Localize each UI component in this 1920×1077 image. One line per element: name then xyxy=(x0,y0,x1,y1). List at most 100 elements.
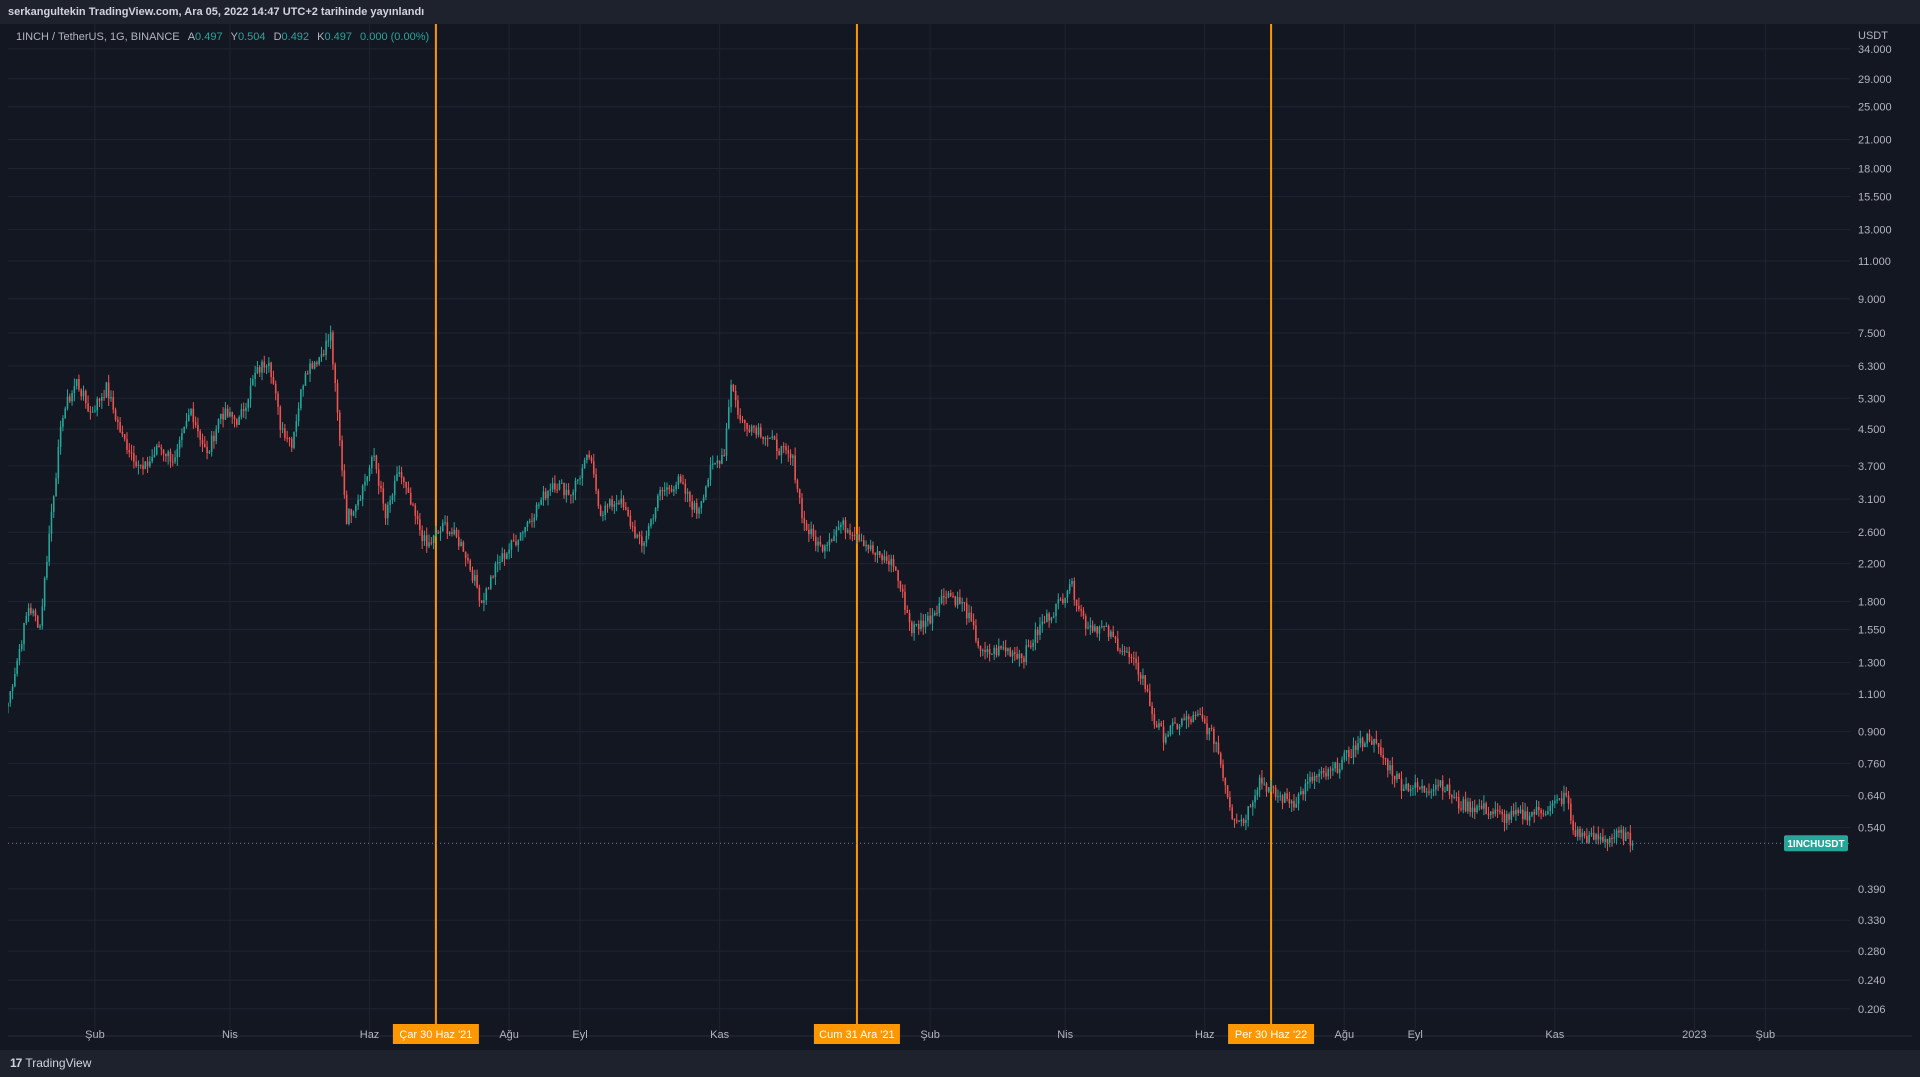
candle-body xyxy=(1300,791,1302,795)
price-tick-label: 29.000 xyxy=(1858,74,1892,86)
price-tick-label: 15.500 xyxy=(1858,192,1892,204)
candle-body xyxy=(101,397,103,401)
candle-body xyxy=(322,353,325,356)
candle-body xyxy=(336,383,339,413)
candle-body xyxy=(1386,759,1389,771)
candle-body xyxy=(565,489,568,496)
candle-body xyxy=(1345,750,1348,753)
candle-body xyxy=(849,530,851,535)
tradingview-logo[interactable]: 17 TradingView xyxy=(10,1056,91,1070)
candle-body xyxy=(1121,650,1124,652)
candle-body xyxy=(364,481,366,486)
candle-body xyxy=(89,411,92,413)
candle-body xyxy=(597,490,600,507)
candle-body xyxy=(327,340,330,342)
candle-body xyxy=(1055,603,1057,617)
candle-body xyxy=(419,519,421,531)
candle-body xyxy=(1624,832,1627,841)
candle-body xyxy=(407,487,410,493)
candle-body xyxy=(1606,839,1609,843)
candle-body xyxy=(959,597,961,604)
candle-body xyxy=(359,499,362,501)
candle-body xyxy=(625,507,627,510)
time-tick-label: Eyl xyxy=(572,1029,587,1041)
candle-body xyxy=(1384,758,1387,760)
candle-body xyxy=(652,518,655,520)
candle-body xyxy=(874,552,877,556)
candle-body xyxy=(1295,803,1298,808)
candle-body xyxy=(1549,805,1552,812)
marker-date-label: Çar 30 Haz '21 xyxy=(399,1029,472,1041)
candle-body xyxy=(883,556,886,561)
candle-body xyxy=(1430,791,1433,793)
currency-label: USDT xyxy=(1858,30,1888,42)
candle-body xyxy=(1510,810,1513,820)
candle-body xyxy=(1288,799,1291,804)
candle-body xyxy=(1469,801,1471,813)
candle-body xyxy=(1318,773,1320,777)
candle-body xyxy=(1359,737,1362,744)
candle-body xyxy=(1336,762,1339,773)
candle-body xyxy=(760,427,762,437)
candle-body xyxy=(1366,733,1368,744)
candle-body xyxy=(261,361,263,373)
candle-body xyxy=(311,363,314,369)
candle-body xyxy=(590,457,593,462)
candle-body xyxy=(508,549,510,554)
candle-body xyxy=(920,620,922,629)
candle-body xyxy=(107,382,110,399)
candle-body xyxy=(249,385,252,400)
candle-body xyxy=(808,529,810,535)
candle-body xyxy=(201,439,204,445)
chart-frame[interactable]: 1INCHUSDT0.49711:12:09 34.00029.00025.00… xyxy=(8,24,1912,1048)
candle-body xyxy=(851,534,854,536)
candle-body xyxy=(1119,650,1121,652)
candle-body xyxy=(1570,803,1572,821)
candle-body xyxy=(979,645,982,651)
candle-body xyxy=(1162,726,1165,743)
candle-body xyxy=(247,399,250,408)
candle-body xyxy=(224,408,227,420)
candle-body xyxy=(137,464,140,466)
chart-canvas[interactable]: 1INCHUSDT0.49711:12:09 34.00029.00025.00… xyxy=(8,24,1912,1048)
candle-body xyxy=(570,494,572,496)
candle-body xyxy=(897,570,899,581)
candle-body xyxy=(1370,740,1373,745)
candle-body xyxy=(391,495,394,501)
candle-body xyxy=(945,597,947,599)
candle-body xyxy=(679,476,682,483)
candle-body xyxy=(1599,836,1602,840)
candle-body xyxy=(1023,658,1025,663)
candle-body xyxy=(1448,784,1451,796)
candle-body xyxy=(547,490,549,499)
candle-body xyxy=(1146,689,1149,692)
candle-body xyxy=(1377,743,1380,748)
vertical-markers xyxy=(434,24,1273,1024)
candle-body xyxy=(677,476,680,485)
candle-body xyxy=(1338,769,1341,773)
marker-date-label: Cum 31 Ara '21 xyxy=(819,1029,894,1041)
candle-body xyxy=(526,521,529,527)
candle-body xyxy=(1267,787,1270,792)
candle-body xyxy=(904,591,906,610)
candle-body xyxy=(1398,773,1401,779)
price-tick-label: 34.000 xyxy=(1858,44,1892,56)
candle-body xyxy=(1542,813,1545,815)
candle-body xyxy=(309,363,311,374)
candle-body xyxy=(890,558,893,565)
price-tick-label: 3.700 xyxy=(1858,461,1886,473)
candle-body xyxy=(1197,713,1199,716)
candle-body xyxy=(753,426,755,428)
price-tick-label: 1.300 xyxy=(1858,657,1886,669)
candle-body xyxy=(1036,629,1039,635)
candle-body xyxy=(970,612,973,622)
candle-body xyxy=(1540,810,1542,814)
candle-body xyxy=(1524,811,1526,820)
candle-body xyxy=(300,389,302,409)
legend-low-label: D xyxy=(273,31,282,43)
candle-body xyxy=(220,413,222,420)
candle-body xyxy=(297,408,300,422)
candle-body xyxy=(34,610,37,617)
candle-body xyxy=(1235,820,1238,822)
candle-body xyxy=(892,558,895,567)
